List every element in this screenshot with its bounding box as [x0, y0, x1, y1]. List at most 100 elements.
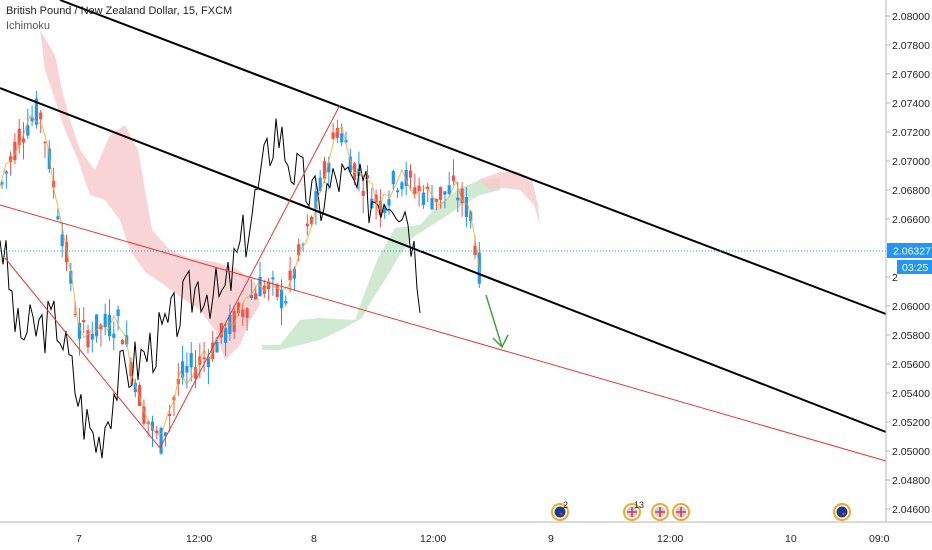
symbol-title[interactable]: British Pound / New Zealand Dollar, 15, … [6, 5, 233, 17]
candle [426, 183, 430, 203]
candle [34, 90, 38, 129]
price-label: 2.05200 [892, 417, 930, 429]
candle [116, 305, 120, 331]
candle [439, 186, 443, 209]
down-arrow-shaft[interactable] [485, 294, 503, 348]
candle [305, 214, 309, 236]
candle [232, 305, 236, 340]
candle [279, 279, 284, 326]
red-pattern-line[interactable] [4, 104, 341, 449]
candle [13, 133, 17, 165]
time-label: 7 [76, 533, 82, 545]
candle [396, 187, 400, 198]
candle [417, 177, 421, 207]
candle [391, 169, 395, 191]
down-arrow-head[interactable] [492, 334, 509, 349]
candle [138, 382, 142, 406]
event-count: 13 [634, 500, 644, 510]
price-label: 2.06000 [892, 301, 930, 313]
red-support-line[interactable] [0, 204, 887, 462]
nz-flag-event-icon[interactable]: 2 [551, 500, 569, 521]
candle [314, 178, 318, 225]
candle [249, 279, 253, 300]
time-axis[interactable]: 7 12:00 8 12:00 9 12:00 10 09:0 [0, 521, 932, 545]
candle [224, 323, 228, 356]
current-price-badge: 2.06327 03:25 [887, 243, 932, 274]
candle [159, 426, 163, 455]
candle [297, 238, 301, 262]
candle [163, 431, 167, 447]
candle [400, 180, 404, 197]
current-price-label: 2.06327 [893, 246, 931, 258]
time-label: 12:00 [657, 533, 683, 545]
uk-flag-event-icon[interactable]: 13 [623, 500, 644, 521]
kumo-bearish [40, 30, 260, 360]
countdown-label: 03:25 [902, 262, 928, 274]
time-label: 12:00 [186, 533, 212, 545]
kumo-bearish-future [478, 172, 540, 225]
candle [69, 262, 73, 292]
candle [17, 119, 21, 154]
price-label: 2.04600 [892, 504, 930, 516]
candle [77, 308, 81, 356]
candle [9, 151, 13, 176]
candle [267, 277, 271, 301]
candle [82, 306, 86, 334]
candle [443, 191, 447, 209]
time-label: 09:0 [869, 533, 890, 545]
price-label: 2.07000 [892, 156, 930, 168]
price-label: 2.07400 [892, 98, 930, 110]
time-label: 10 [785, 533, 797, 545]
price-label: 2.07600 [892, 69, 930, 81]
uk-flag-event-icon[interactable] [651, 503, 669, 521]
candle [112, 321, 116, 351]
candle [95, 314, 99, 343]
candle [245, 307, 249, 331]
trend-drawings[interactable] [0, 0, 887, 462]
candle [39, 109, 43, 133]
candle [189, 342, 193, 382]
candle [120, 338, 124, 345]
candle [26, 108, 30, 139]
price-label: 2 [892, 272, 898, 284]
price-axis[interactable]: 2.08000 2.07800 2.07600 2.07400 2.07200 2.070… [885, 0, 932, 522]
candle [451, 159, 456, 185]
candle [64, 234, 69, 271]
ichimoku-cloud [40, 30, 540, 360]
candle [387, 190, 391, 215]
nz-flag-event-icon[interactable] [833, 503, 851, 521]
candle [271, 270, 275, 296]
candle [21, 122, 26, 160]
price-label: 2.07800 [892, 40, 930, 52]
price-label: 2.05800 [892, 330, 930, 342]
candle [241, 302, 245, 326]
price-label: 2.06600 [892, 214, 930, 226]
time-label: 12:00 [420, 533, 446, 545]
candle [408, 164, 413, 191]
time-label: 9 [548, 533, 554, 545]
candle [150, 415, 155, 447]
candle [335, 119, 339, 144]
candle [103, 303, 107, 336]
candle [331, 123, 335, 140]
candle [430, 184, 434, 211]
uk-flag-event-icon[interactable] [672, 503, 690, 521]
candle [310, 215, 314, 227]
indicator-label[interactable]: Ichimoku [6, 20, 51, 32]
price-label: 2.08000 [892, 11, 930, 23]
upper-channel-line[interactable] [59, 0, 887, 315]
tenkan-sen [0, 114, 481, 435]
candle [275, 283, 279, 301]
candle [236, 301, 241, 317]
chart-legend[interactable]: British Pound / New Zealand Dollar, 15, … [6, 4, 232, 34]
price-label: 2.05600 [892, 359, 930, 371]
event-markers[interactable]: 2 13 [551, 500, 851, 521]
ichimoku-lines [0, 114, 481, 459]
candle [288, 256, 292, 293]
candle [56, 208, 60, 221]
candle [378, 188, 382, 228]
lower-channel-line[interactable] [0, 87, 887, 433]
candle [90, 321, 94, 353]
